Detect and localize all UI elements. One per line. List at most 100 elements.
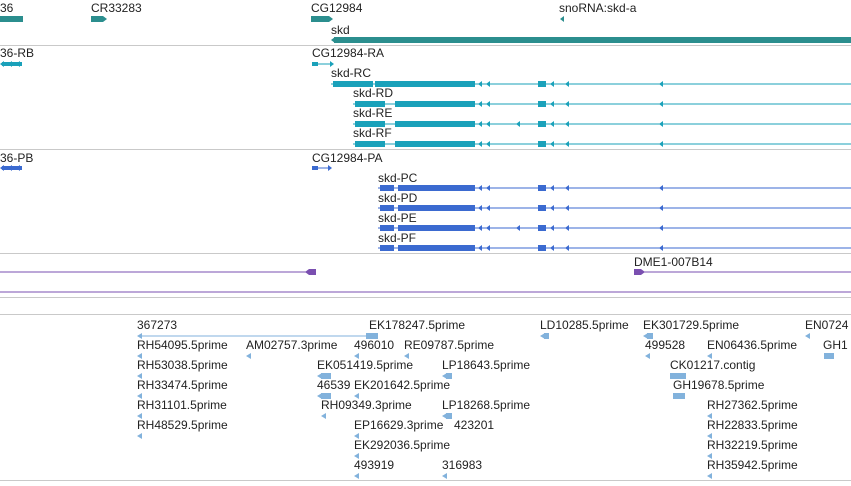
transcript-skd-rc-exon[interactable] xyxy=(375,81,475,87)
est-rh54095[interactable]: RH54095.5prime xyxy=(137,338,228,359)
est-en0724[interactable]: EN0724 xyxy=(805,318,849,339)
est-ep16629[interactable]: EP16629.3prime xyxy=(354,418,444,439)
transcript-skd-rd-exon[interactable] xyxy=(355,101,385,107)
est-ek292036[interactable]: EK292036.5prime xyxy=(354,438,450,459)
protein-skd-pf-exon[interactable] xyxy=(538,245,546,251)
transcript-skd-rc[interactable]: skd-RC xyxy=(331,66,851,87)
transcript-skd-rf-exon[interactable] xyxy=(538,141,546,147)
est-ek301729[interactable]: EK301729.5prime xyxy=(643,318,739,339)
est-ek201642[interactable]: EK201642.5prime xyxy=(354,378,450,399)
est-rh09349[interactable]: RH09349.3prime xyxy=(321,398,412,419)
transcript-track[interactable]: 36-RB CG12984-RA skd-RC skd-RD xyxy=(0,46,851,147)
est-ck01217[interactable]: CK01217.contig xyxy=(670,358,755,379)
gene-skd[interactable]: skd xyxy=(331,23,851,43)
gene-cr33283-bar[interactable] xyxy=(91,16,103,22)
est-gh1[interactable]: GH1 xyxy=(823,338,848,359)
est-367273[interactable]: 367273 xyxy=(137,318,378,339)
protein-skd-pd-exon[interactable] xyxy=(398,205,475,211)
est-496010[interactable]: 496010 xyxy=(354,338,394,359)
est-46539[interactable]: 46539 xyxy=(317,378,351,399)
gene-36[interactable]: 36 xyxy=(0,1,23,22)
protein-skd-pe[interactable]: skd-PE xyxy=(378,211,851,231)
est-493919[interactable]: 493919 xyxy=(354,458,394,479)
protein-skd-pd-exon[interactable] xyxy=(380,205,394,211)
est-am02757[interactable]: AM02757.3prime xyxy=(246,338,338,359)
est-lp18268-block xyxy=(446,413,452,419)
est-499528[interactable]: 499528 xyxy=(645,338,685,359)
est-re09787[interactable]: RE09787.5prime xyxy=(404,338,494,359)
protein-36-pb[interactable]: 36-PB xyxy=(0,151,33,171)
gene-track[interactable]: 36 CR33283 CG12984 snoRNA:skd-a skd xyxy=(0,1,851,43)
est-gh19678[interactable]: GH19678.5prime xyxy=(673,378,765,399)
gene-cr33283[interactable]: CR33283 xyxy=(91,1,142,22)
est-rh33474[interactable]: RH33474.5prime xyxy=(137,378,228,399)
est-rh22833[interactable]: RH22833.5prime xyxy=(707,418,798,439)
transcript-skd-rf[interactable]: skd-RF xyxy=(353,126,851,147)
protein-skd-pf-exon[interactable] xyxy=(380,245,394,251)
gene-36-bar[interactable] xyxy=(0,16,23,22)
est-rh27362[interactable]: RH27362.5prime xyxy=(707,398,798,419)
est-track[interactable]: 367273 EK178247.5prime LD10285.5prime EK… xyxy=(137,318,849,479)
protein-skd-pf-exon[interactable] xyxy=(398,245,475,251)
transcript-skd-rd-exon[interactable] xyxy=(538,101,546,107)
gene-cg12984-bar[interactable] xyxy=(311,16,329,22)
gene-snorna-skd-a[interactable]: snoRNA:skd-a xyxy=(559,1,637,22)
transcript-skd-re[interactable]: skd-RE xyxy=(353,106,851,127)
transcript-cg12984-ra-exon[interactable] xyxy=(312,62,318,66)
track-dividers xyxy=(0,45,851,481)
protein-cg12984-pa-exon[interactable] xyxy=(312,166,318,170)
gene-skd-bar[interactable] xyxy=(334,37,851,43)
est-rh32219[interactable]: RH32219.5prime xyxy=(707,438,798,459)
est-rh53038[interactable]: RH53038.5prime xyxy=(137,358,228,379)
transcript-skd-rd[interactable]: skd-RD xyxy=(353,86,851,107)
protein-skd-pc[interactable]: skd-PC xyxy=(378,171,851,191)
repeat-feature-left[interactable] xyxy=(0,269,316,275)
transcript-36-rb[interactable]: 36-RB xyxy=(0,46,34,67)
repeat-left-end[interactable] xyxy=(305,269,316,275)
transcript-skd-re-exon[interactable] xyxy=(538,121,546,127)
protein-skd-pd-exon[interactable] xyxy=(538,205,546,211)
est-rh48529-arrow xyxy=(137,433,142,439)
transcript-skd-re-exon[interactable] xyxy=(395,121,475,127)
transcript-skd-rd-exon-mark xyxy=(486,101,490,107)
est-rh31101[interactable]: RH31101.5prime xyxy=(137,398,227,419)
transcript-skd-rd-exon-mark xyxy=(565,101,569,107)
transcript-skd-rf-exon[interactable] xyxy=(395,141,475,147)
transcript-skd-rd-exon[interactable] xyxy=(395,101,475,107)
protein-skd-pd[interactable]: skd-PD xyxy=(378,191,851,211)
transcript-skd-rf-exon[interactable] xyxy=(355,141,385,147)
transcript-skd-rc-exon[interactable] xyxy=(538,81,546,87)
protein-track[interactable]: 36-PB CG12984-PA skd-PC skd-PD xyxy=(0,151,851,251)
protein-cg12984-pa[interactable]: CG12984-PA xyxy=(312,151,382,171)
est-lp18643[interactable]: LP18643.5prime xyxy=(442,358,530,379)
protein-skd-pc-exon[interactable] xyxy=(398,185,475,191)
repeat-right-start[interactable] xyxy=(634,269,645,275)
est-rh35942[interactable]: RH35942.5prime xyxy=(707,458,798,479)
repeat-track[interactable]: DME1-007B14 xyxy=(0,255,851,293)
est-rh48529[interactable]: RH48529.5prime xyxy=(137,418,228,439)
est-lp18268[interactable]: LP18268.5prime xyxy=(442,398,530,419)
est-ek178247[interactable]: EK178247.5prime xyxy=(369,318,465,332)
transcript-skd-re-exon[interactable] xyxy=(355,121,385,127)
repeat-feature-dme1-007b14[interactable]: DME1-007B14 xyxy=(634,255,851,275)
protein-skd-pc-exon[interactable] xyxy=(380,185,394,191)
est-ld10285[interactable]: LD10285.5prime xyxy=(540,318,629,339)
protein-skd-pc-exon[interactable] xyxy=(538,185,546,191)
protein-skd-pe-exon-mark xyxy=(486,225,490,231)
protein-skd-pe-exon[interactable] xyxy=(380,225,394,231)
est-ek051419[interactable]: EK051419.5prime xyxy=(317,358,413,379)
est-423201[interactable]: 423201 xyxy=(454,418,494,432)
est-316983[interactable]: 316983 xyxy=(442,458,482,479)
gene-cg12984[interactable]: CG12984 xyxy=(311,1,363,22)
protein-skd-pe-exon[interactable] xyxy=(398,225,475,231)
gene-snorna-arrow[interactable] xyxy=(560,16,564,22)
protein-label-skd-pe: skd-PE xyxy=(378,211,417,225)
est-en06436[interactable]: EN06436.5prime xyxy=(707,338,797,359)
transcript-cg12984-ra[interactable]: CG12984-RA xyxy=(312,46,384,67)
transcript-skd-rc-exon[interactable] xyxy=(333,81,373,87)
protein-skd-pf[interactable]: skd-PF xyxy=(378,231,851,251)
transcript-skd-rf-exon-mark xyxy=(565,141,569,147)
protein-skd-pe-exon[interactable] xyxy=(538,225,546,231)
